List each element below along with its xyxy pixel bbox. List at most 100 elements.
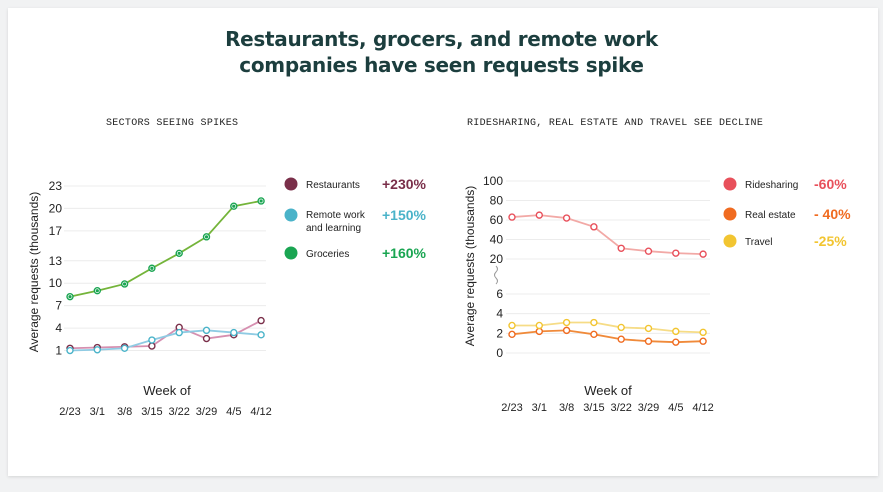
y-tick-label: 20 [49,201,63,215]
data-point [535,321,543,330]
y-tick-label: 4 [496,307,503,321]
axis-break-mark [494,265,498,285]
data-point [590,223,598,231]
data-point [120,344,129,352]
data-point [644,247,653,255]
series-line [511,214,704,256]
data-point [148,336,156,344]
series-line [511,329,704,344]
title-line-2: companies have seen requests spike [239,53,644,77]
legend-label: Restaurants [306,180,360,191]
legend-marker [723,177,737,191]
y-tick-label: 0 [496,346,503,360]
legend-marker [284,208,298,222]
data-point [562,326,571,335]
x-tick-label: 4/5 [226,406,241,418]
x-tick-label: 3/22 [610,402,631,414]
data-point [672,249,680,257]
x-axis-label: Week of [584,383,632,398]
data-point [617,323,625,332]
x-axis-label: Week of [143,383,191,398]
legend-label: Ridesharing [745,180,798,191]
x-tick-label: 2/23 [501,402,522,414]
legend-change: -60% [814,176,847,192]
y-tick-label: 7 [55,299,62,313]
data-point-fill [204,235,209,239]
x-tick-label: 3/8 [559,402,574,414]
y-axis-label: Average requests (thousands) [463,186,477,347]
y-tick-label: 13 [49,254,63,268]
x-tick-label: 3/29 [196,406,217,418]
x-tick-label: 3/15 [141,406,162,418]
x-tick-label: 3/8 [117,406,132,418]
x-tick-label: 2/23 [59,406,80,418]
data-point [699,250,707,258]
data-point [508,213,516,221]
data-point [202,334,211,343]
x-tick-label: 3/15 [583,402,604,414]
legend-label: Remote work [306,210,366,221]
series-line [69,329,262,352]
x-tick-label: 3/1 [90,406,105,418]
legend-change: +160% [382,245,427,261]
data-point-fill [232,204,236,208]
x-tick-label: 3/1 [532,402,547,414]
data-point [617,335,625,343]
y-tick-label: 2 [496,326,503,340]
data-point [257,331,265,339]
legend-label: and learning [306,223,361,234]
data-point-fill [150,266,154,270]
data-point-fill [68,295,72,299]
x-tick-label: 4/12 [692,402,713,414]
y-tick-label: 80 [490,194,504,208]
data-point [93,346,102,354]
data-point [590,330,598,339]
y-tick-label: 1 [55,344,62,358]
data-point [644,324,653,333]
x-tick-label: 4/12 [250,406,271,418]
data-point [699,328,707,337]
data-point [562,214,571,222]
y-tick-label: 6 [496,287,503,301]
legend-label: Groceries [306,249,349,260]
series-line [69,200,262,298]
data-point [535,211,543,219]
data-point [257,316,265,325]
data-point [672,338,680,346]
legend-change: +150% [382,207,427,223]
legend-marker [284,177,298,191]
data-point-fill [259,199,263,203]
y-tick-label: 60 [490,213,504,227]
y-tick-label: 23 [49,179,63,193]
data-point [590,318,598,327]
y-tick-label: 17 [49,224,63,238]
data-point [535,327,543,336]
title-line-1: Restaurants, grocers, and remote work [225,27,658,51]
data-point [644,337,653,345]
y-tick-label: 20 [490,252,504,266]
legend-label: Real estate [745,210,796,221]
x-tick-label: 3/29 [638,402,659,414]
legend-marker [284,246,298,260]
data-point-fill [177,251,181,255]
y-tick-label: 40 [490,233,504,247]
legend-label: Travel [745,237,772,248]
data-point [508,330,516,339]
data-point [562,318,571,327]
data-point [148,342,156,350]
data-point [202,326,211,335]
y-tick-label: 10 [49,276,63,290]
data-point-fill [123,282,127,286]
y-tick-label: 100 [483,174,503,188]
legend-change: +230% [382,176,427,192]
left-chart-title: SECTORS SEEING SPIKES [106,118,239,129]
y-axis-label: Average requests (thousands) [27,192,41,353]
series-line [512,321,704,334]
data-point [508,321,516,330]
legend-marker [723,207,737,221]
data-point [175,328,183,337]
data-point-fill [95,289,99,293]
x-tick-label: 4/5 [668,402,683,414]
data-point [230,328,238,337]
right-chart-title: RIDESHARING, REAL ESTATE AND TRAVEL SEE … [467,118,764,129]
